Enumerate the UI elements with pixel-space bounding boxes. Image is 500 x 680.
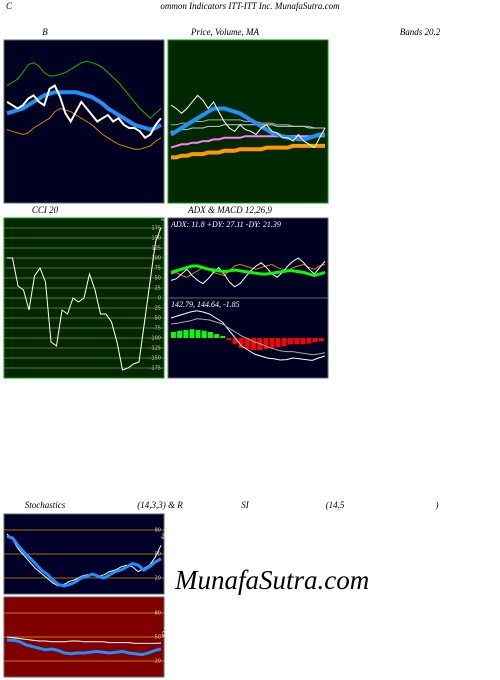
histogram-bar [251,338,257,350]
y-tick-label: 75 [155,266,161,272]
series-line [170,257,326,288]
histogram-bar [226,338,232,340]
value-label: 60.92 [161,525,172,541]
y-tick-label: 50 [155,635,161,641]
panel [167,217,329,299]
value-label: 42.35 [161,623,172,639]
y-tick-label: -150 [150,356,161,362]
histogram-bar [177,330,183,338]
series-line [6,60,162,119]
y-tick-label: -50 [153,316,161,322]
histogram-bar [201,330,207,338]
histogram-bar [281,338,287,346]
series-line [6,533,162,587]
panel-title: Bands 20.2 [400,27,441,37]
histogram-bar [183,330,189,338]
panel-subtitle: ADX: 11.8 +DY: 27.11 -DY: 21.39 [170,220,281,229]
series-line [6,90,163,132]
histogram-bar [263,338,269,350]
y-tick-label: -25 [153,306,161,312]
histogram-bar [244,338,250,350]
histogram-bar [300,338,306,344]
panel-title: ADX & MACD 12,26,9 [187,205,272,215]
y-tick-label: -75 [153,326,161,332]
y-tick-label: 25 [155,286,161,292]
series-line [171,124,325,132]
series-line [6,107,162,150]
series-line [170,94,326,149]
heading-label: (14,5 [326,500,345,510]
series-line [170,318,326,356]
y-tick-label: 80 [155,528,161,534]
header-letter: C [6,1,13,11]
y-tick-label: 20 [155,659,161,665]
y-tick-label: 50 [155,276,161,282]
histogram-bar [214,334,220,338]
heading-label: ) [435,500,439,510]
series-line [170,263,326,278]
value-label: 176 [161,212,170,223]
y-tick-label: 50 [155,552,161,558]
series-line [170,264,326,278]
y-tick-label: -125 [150,346,161,352]
histogram-bar [171,332,176,338]
histogram-bar [312,338,318,342]
histogram-bar [269,338,275,348]
series-line [171,143,325,160]
y-tick-label: 20 [155,576,161,582]
series-line [6,636,162,644]
series-line [170,310,326,361]
y-tick-label: 0 [158,296,161,302]
y-tick-label: 150 [151,236,161,242]
y-tick-label: -100 [150,336,161,342]
y-tick-label: 80 [155,611,161,617]
histogram-bar [220,336,226,338]
histogram-bar [232,338,238,344]
histogram-bar [294,338,300,344]
histogram-bar [288,338,293,345]
series-line [6,84,162,140]
histogram-bar [275,338,281,348]
y-tick-label: 100 [151,256,161,262]
histogram-bar [195,330,201,338]
panel-title: B [42,27,48,37]
panel-title: Stochastics [25,500,66,510]
histogram-bar [306,338,312,344]
histogram-bar [207,332,213,338]
panel [3,39,165,204]
heading-label: (14,3,3) & R [137,500,183,510]
panel-title: CCI 20 [32,205,59,215]
series-line [6,534,162,588]
header-title: ommon Indicators ITT-ITT Inc. MunafaSutr… [160,1,340,11]
histogram-bar [189,329,195,338]
watermark: MunafaSutra.com [174,565,369,595]
histogram-bar [238,338,244,348]
y-tick-label: 175 [151,226,161,232]
series-line [7,227,162,371]
panel-title: Price, Volume, MA [190,27,259,37]
series-line [7,638,162,657]
y-tick-label: 125 [151,246,161,252]
y-tick-label: -175 [150,366,161,372]
histogram-bar [318,338,324,342]
heading-label: SI [241,500,250,510]
series-line [169,106,325,142]
panel-subtitle: 142.79, 144.64, -1.85 [171,300,240,309]
